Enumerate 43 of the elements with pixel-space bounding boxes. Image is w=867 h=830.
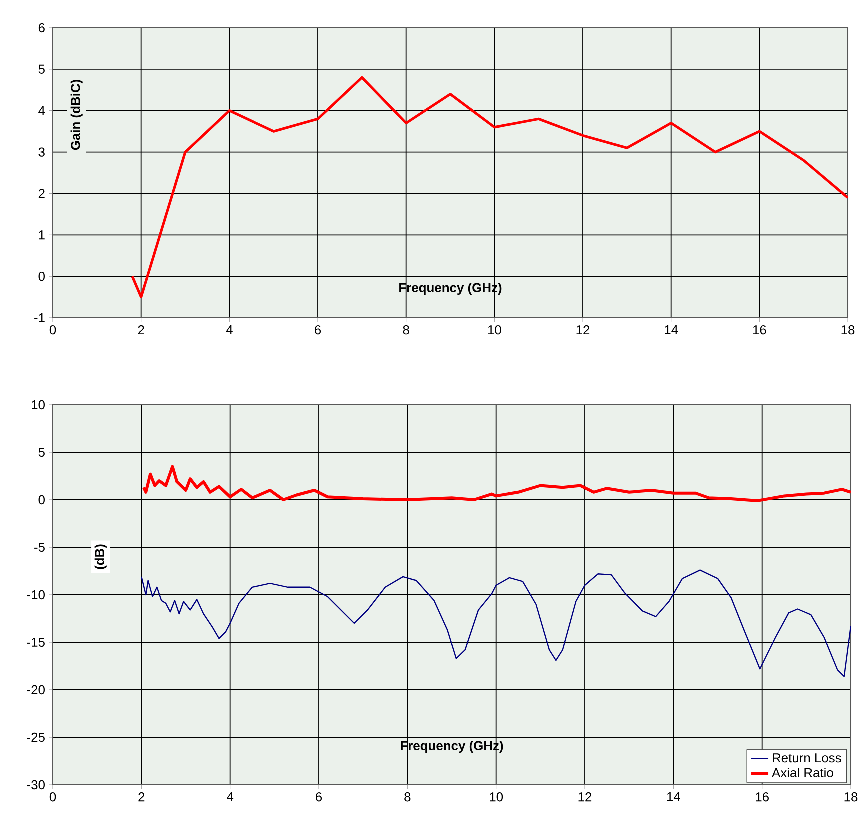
y-tick-label: 0 [38,272,45,282]
y-tick-label: 2 [38,189,45,198]
y-tick-label: -30 [27,780,45,790]
x-tick-label: 16 [753,326,766,335]
x-tick-label: 14 [667,792,680,802]
y-tick-label: 4 [38,106,46,116]
x-tick-label: 16 [756,792,769,802]
y-tick-label: 1 [39,230,45,240]
x-tick-label: 18 [844,792,858,802]
y-tick-label: -20 [27,685,45,695]
legend-label: Axial Ratio [772,768,834,778]
x-tick-label: 8 [404,792,411,802]
y-tick-label: 6 [38,23,45,33]
x-tick-label: 10 [488,326,502,335]
x-tick-label: 2 [138,326,144,335]
x-tick-label: 12 [578,792,592,802]
y-tick-label: 5 [38,64,45,74]
x-tick-label: 6 [315,326,322,335]
y-tick-label: -10 [27,590,45,600]
y-tick-label: -5 [34,542,45,552]
y-tick-label: 10 [32,400,45,410]
x-tick-label: 18 [842,326,855,335]
x-tick-label: 0 [50,792,56,802]
y-axis-title: Gain (dBiC) [70,80,83,150]
y-tick-label: -15 [27,638,45,648]
y-tick-label: -25 [27,732,45,742]
x-tick-label: 0 [50,326,56,335]
y-axis-title: (dB) [94,544,107,570]
x-tick-label: 2 [138,792,145,802]
y-tick-label: 0 [38,495,45,505]
y-tick-label: 3 [38,148,45,157]
x-tick-label: 6 [316,792,322,802]
y-tick-label: 5 [38,448,45,458]
line-series [131,76,848,299]
line-series [142,465,852,502]
x-tick-label: 10 [490,792,504,802]
x-tick-label: 4 [227,792,234,802]
x-tick-label: 8 [403,326,410,335]
y-tick-label: -1 [34,314,45,322]
legend-label: Return Loss [773,754,842,763]
x-tick-label: 4 [226,326,233,334]
x-tick-label: 14 [665,326,678,334]
x-tick-label: 12 [576,326,590,335]
